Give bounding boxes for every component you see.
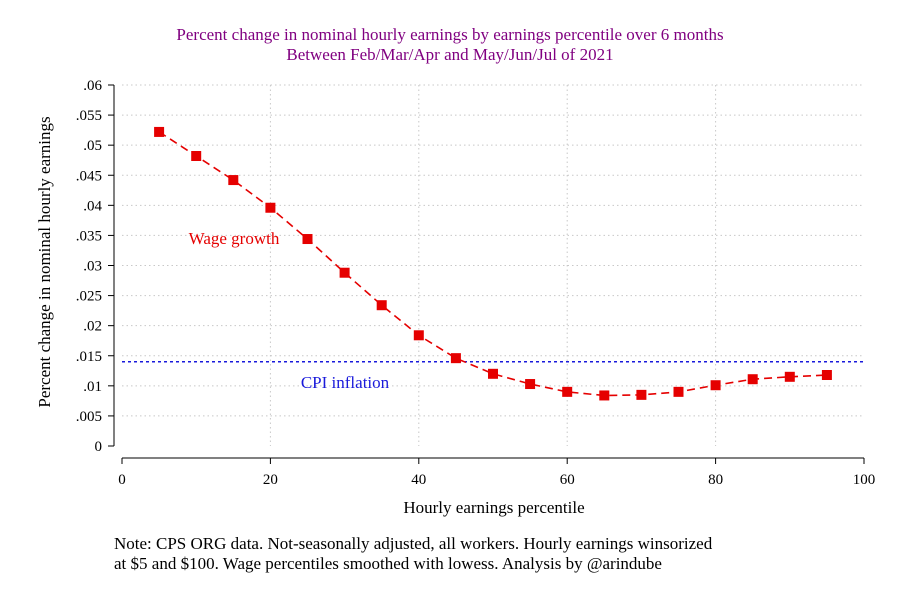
wage-growth-point bbox=[154, 126, 165, 137]
note-line-1: Note: CPS ORG data. Not-seasonally adjus… bbox=[114, 534, 713, 553]
y-tick-label: .05 bbox=[83, 138, 102, 154]
wage-growth-point bbox=[747, 374, 758, 385]
y-axis-label: Percent change in nominal hourly earning… bbox=[35, 116, 54, 407]
wage-growth-point bbox=[302, 234, 313, 245]
wage-growth-point bbox=[599, 390, 610, 401]
x-tick-label: 60 bbox=[560, 472, 575, 488]
wage-growth-point bbox=[636, 389, 647, 400]
y-tick-label: .035 bbox=[76, 228, 102, 244]
note-line-2: at $5 and $100. Wage percentiles smoothe… bbox=[114, 554, 662, 573]
x-axis-label: Hourly earnings percentile bbox=[403, 498, 584, 517]
chart-subtitle: Between Feb/Mar/Apr and May/Jun/Jul of 2… bbox=[286, 45, 614, 64]
wage-growth-point bbox=[376, 300, 387, 311]
chart-title: Percent change in nominal hourly earning… bbox=[176, 25, 724, 44]
wage-growth-point bbox=[191, 150, 202, 161]
y-tick-label: .025 bbox=[76, 289, 102, 305]
x-tick-label: 0 bbox=[118, 472, 126, 488]
y-tick-label: .005 bbox=[76, 409, 102, 425]
axes: 0 .005 .01 .015 .02 .025 .03 .035 .04 .045 .05 .055… bbox=[76, 78, 876, 488]
y-tick-label: .04 bbox=[83, 198, 102, 214]
wage-growth-point bbox=[265, 202, 276, 213]
y-tick-label: .01 bbox=[83, 379, 102, 395]
y-tick-label: .015 bbox=[76, 349, 102, 365]
wage-growth-point bbox=[450, 353, 461, 364]
wage-growth-point bbox=[488, 368, 498, 379]
wage-growth-point bbox=[562, 386, 573, 397]
wage-growth-line bbox=[158, 131, 827, 397]
wage-growth-point bbox=[784, 371, 795, 382]
x-tick-label: 20 bbox=[263, 472, 278, 488]
series-label-cpi-inflation: CPI inflation bbox=[301, 373, 390, 392]
wage-growth-point bbox=[673, 386, 684, 397]
x-tick-label: 80 bbox=[708, 472, 723, 488]
x-tick-label: 100 bbox=[853, 472, 876, 488]
y-tick-label: .02 bbox=[83, 319, 102, 335]
series-label-wage-growth: Wage growth bbox=[189, 229, 280, 248]
wage-growth-point bbox=[339, 267, 350, 278]
y-tick-label: .06 bbox=[83, 78, 102, 94]
wage-growth-point bbox=[710, 380, 721, 391]
grid-lines bbox=[122, 84, 864, 446]
y-tick-label: .055 bbox=[76, 108, 102, 124]
wage-growth-point bbox=[228, 175, 239, 186]
chart-note: Note: CPS ORG data. Not-seasonally adjus… bbox=[114, 534, 874, 574]
y-tick-label: .045 bbox=[76, 168, 102, 184]
wage-growth-series bbox=[154, 126, 832, 401]
x-tick-label: 40 bbox=[411, 472, 426, 488]
y-tick-label: 0 bbox=[95, 439, 103, 455]
wage-growth-point bbox=[821, 370, 832, 381]
wage-growth-point bbox=[413, 330, 424, 341]
y-tick-label: .03 bbox=[83, 259, 102, 275]
wage-growth-point bbox=[525, 379, 536, 390]
